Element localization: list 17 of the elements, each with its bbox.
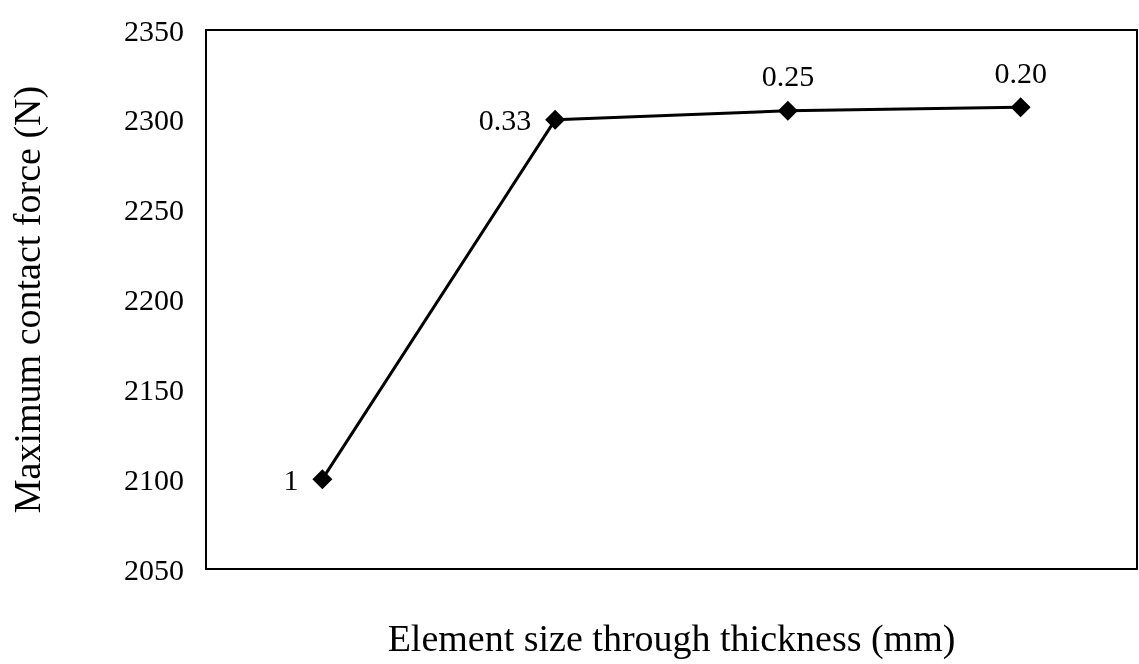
point <box>545 109 566 130</box>
x-axis-title: Element size through thickness (mm) <box>387 617 956 660</box>
point <box>777 100 798 121</box>
y-axis-title: Maximum contact force (N) <box>6 85 49 514</box>
y-tick-label: 2250 <box>124 193 184 227</box>
y-tick-label: 2050 <box>124 552 184 586</box>
annotation: 0.20 <box>994 55 1047 89</box>
annotation: 0.25 <box>761 59 815 93</box>
y-tick-label: 2100 <box>124 462 184 496</box>
y-tick-label: 2150 <box>124 372 184 406</box>
y-tick-label: 2200 <box>124 283 184 316</box>
point <box>1010 97 1031 118</box>
annotation: 1 <box>283 462 299 496</box>
y-tick-label: 2300 <box>124 103 184 137</box>
y-tick-label: 2350 <box>124 13 184 47</box>
point <box>312 469 333 490</box>
annotation: 0.33 <box>478 103 532 137</box>
